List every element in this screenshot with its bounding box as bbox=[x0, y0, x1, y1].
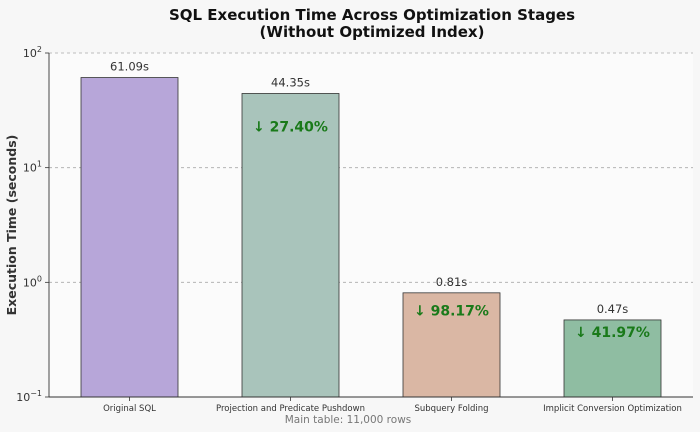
bar bbox=[80, 77, 179, 398]
reduction-label: ↓ 27.40% bbox=[253, 119, 328, 135]
plot-area: 102 101 100 10−1 61.09s Original SQL 44.35s ↓ 2… bbox=[16, 45, 693, 414]
bar bbox=[402, 292, 501, 398]
bar-value-label: 0.81s bbox=[436, 275, 468, 289]
y-tick-label: 10−1 bbox=[16, 389, 42, 404]
y-axis-label: Execution Time (seconds) bbox=[4, 135, 19, 316]
bar-value-label: 44.35s bbox=[271, 75, 310, 89]
x-tick-label: Projection and Predicate Pushdown bbox=[216, 404, 365, 414]
chart-title-line1: SQL Execution Time Across Optimization S… bbox=[169, 6, 575, 24]
x-tick-label: Implicit Conversion Optimization bbox=[543, 404, 682, 414]
reduction-label: ↓ 41.97% bbox=[575, 325, 650, 341]
x-tick-label: Subquery Folding bbox=[414, 404, 488, 414]
bar bbox=[241, 93, 340, 398]
y-tick-label: 100 bbox=[23, 274, 42, 289]
chart-title-line2: (Without Optimized Index) bbox=[260, 23, 485, 41]
x-tick-label: Original SQL bbox=[103, 404, 156, 414]
bar-value-label: 61.09s bbox=[110, 60, 149, 74]
reduction-label: ↓ 98.17% bbox=[414, 304, 489, 320]
bar bbox=[563, 319, 662, 398]
y-tick-label: 101 bbox=[23, 160, 42, 175]
chart-note: Main table: 11,000 rows bbox=[285, 414, 412, 426]
y-tick-label: 102 bbox=[23, 45, 42, 60]
bar-value-label: 0.47s bbox=[597, 302, 629, 316]
